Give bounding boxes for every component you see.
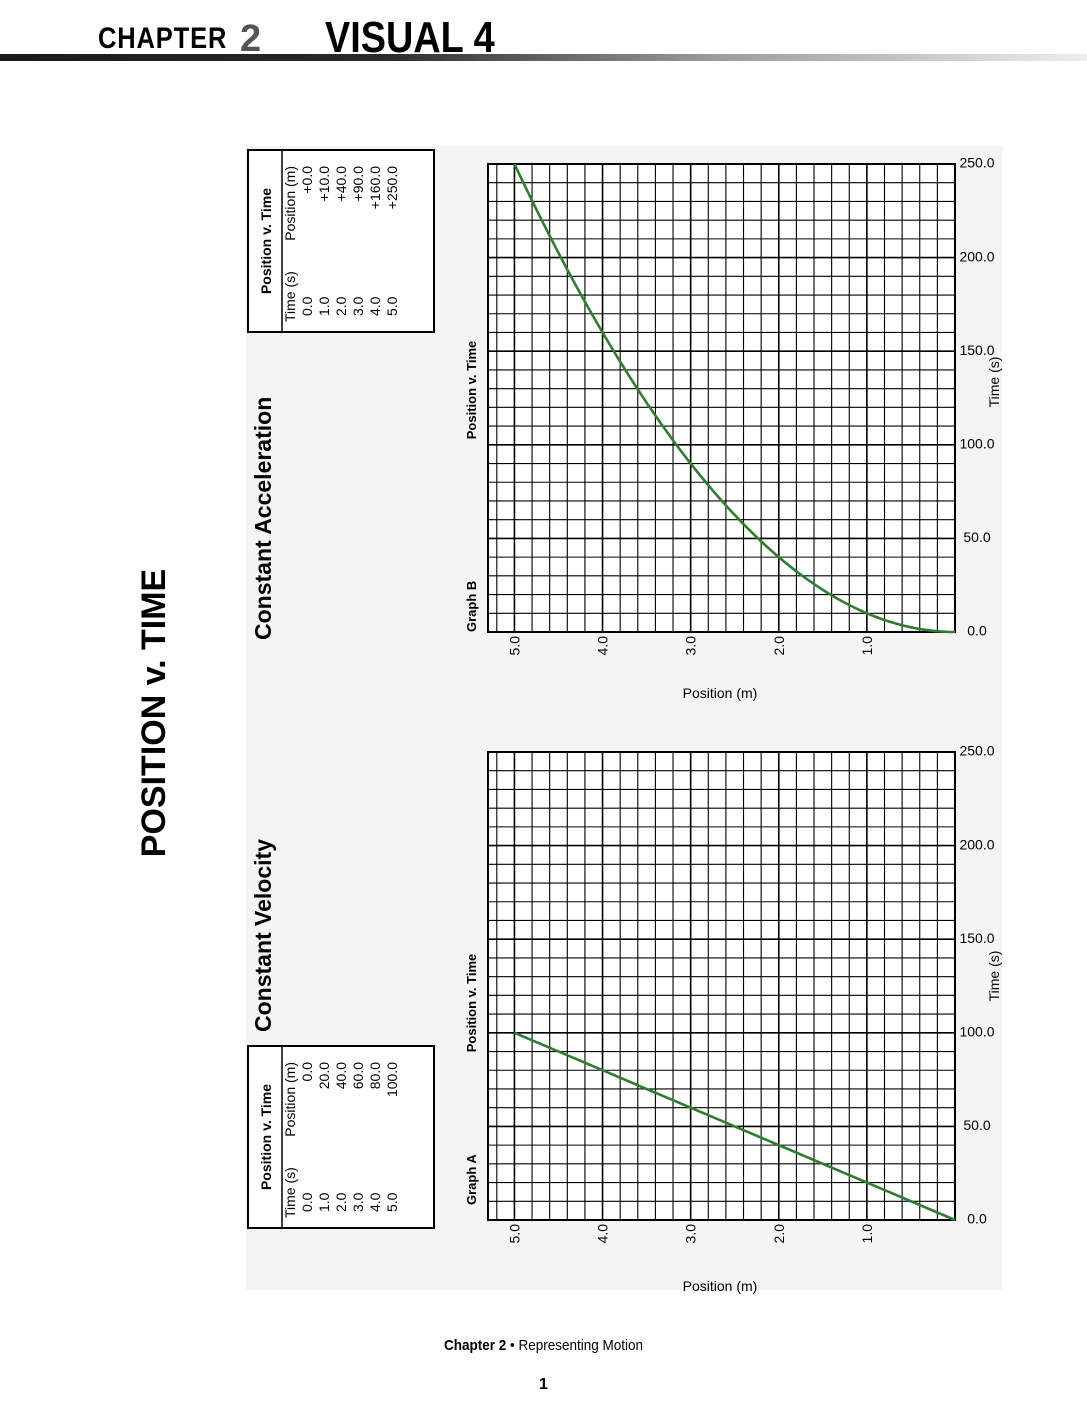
table-cell-position: 80.0: [367, 1062, 383, 1089]
x-axis-label-b: Time (s): [986, 357, 1002, 408]
table-cell-position: 0.0: [299, 1062, 315, 1082]
table-cell-time: 3.0: [350, 1192, 366, 1212]
plot-border: [487, 751, 956, 1221]
series-line: [513, 1031, 956, 1222]
y-tick-label: 250.0: [959, 155, 994, 171]
graph-title-a: Position v. Time: [464, 954, 479, 1052]
series-line: [513, 163, 956, 634]
page-title: POSITION v. TIME: [135, 569, 173, 857]
y-tick-label: 150.0: [959, 930, 994, 946]
x-tick-label: 2.0: [771, 636, 787, 656]
table-header-time: Time (s): [282, 271, 298, 322]
table-title: Position v. Time: [258, 1084, 274, 1190]
plot-area: [488, 164, 955, 632]
x-tick-label: 1.0: [859, 636, 875, 656]
table-cell-position: +40.0: [333, 166, 349, 202]
header-rule: [0, 54, 1087, 61]
table-cell-time: 4.0: [367, 1192, 383, 1212]
section-title-a: Constant Velocity: [250, 839, 276, 1032]
table-cell-time: 5.0: [384, 1192, 400, 1212]
x-tick-label: 3.0: [683, 1224, 699, 1244]
x-tick-label: 4.0: [595, 1224, 611, 1244]
x-axis-label-a: Time (s): [986, 951, 1002, 1002]
y-tick-label: 50.0: [963, 1117, 990, 1133]
table-cell-position: +250.0: [384, 166, 400, 209]
header-visual-title: VISUAL 4: [325, 13, 495, 62]
y-tick-label: 100.0: [959, 436, 994, 452]
plot-b: 0.0 50.0 100.0 150.0 200.0 250.0 1.0 2.0 3.0 4.0 5…: [487, 155, 995, 656]
header-chapter-word: CHAPTER: [98, 22, 228, 55]
table-cell-position: +90.0: [350, 166, 366, 202]
y-tick-label: 0.0: [967, 1211, 987, 1227]
table-cell-time: 2.0: [333, 1192, 349, 1212]
y-tick-label: 200.0: [959, 248, 994, 264]
x-tick-label: 1.0: [859, 1224, 875, 1244]
y-tick-label: 150.0: [959, 342, 994, 358]
page-number: 1: [539, 1376, 548, 1393]
figure-canvas: POSITION v. TIME Constant Velocity Const…: [135, 146, 1002, 1294]
footer-caption: Chapter 2 • Representing Motion: [54, 1337, 1032, 1354]
header-chapter-number: 2: [240, 18, 262, 60]
table-header-time: Time (s): [282, 1167, 298, 1218]
y-tick-label: 100.0: [959, 1024, 994, 1040]
data-table-a: Position v. Time Time (s)Position (m)0.0…: [247, 1045, 435, 1229]
table-cell-position: 60.0: [350, 1062, 366, 1089]
x-tick-label: 3.0: [683, 636, 699, 656]
graph-title-b: Position v. Time: [464, 341, 479, 439]
table-cell-time: 1.0: [316, 1192, 332, 1212]
section-title-b: Constant Acceleration: [250, 397, 276, 640]
table-cell-time: 3.0: [350, 296, 366, 316]
x-tick-label: 5.0: [506, 1224, 522, 1244]
table-cell-time: 2.0: [333, 296, 349, 316]
footer-topic: Representing Motion: [518, 1337, 644, 1354]
plot-a: 0.0 50.0 100.0 150.0 200.0 250.0 1.0 2.0 3.0 4.0 5…: [487, 743, 995, 1244]
y-tick-label: 250.0: [959, 743, 994, 759]
x-tick-label: 2.0: [771, 1224, 787, 1244]
table-cell-time: 0.0: [299, 296, 315, 316]
plot-border: [487, 163, 956, 633]
table-header-position: Position (m): [282, 166, 298, 241]
table-cell-time: 5.0: [384, 296, 400, 316]
table-cell-time: 4.0: [367, 296, 383, 316]
table-cell-position: +160.0: [367, 166, 383, 209]
table-cell-position: 40.0: [333, 1062, 349, 1089]
x-tick-label: 5.0: [506, 636, 522, 656]
plot-area: [488, 752, 955, 1220]
table-cell-position: +0.0: [299, 166, 315, 194]
y-tick-label: 50.0: [963, 529, 990, 545]
y-axis-label-a: Position (m): [683, 1278, 758, 1294]
footer-bullet: •: [509, 1337, 515, 1354]
x-tick-label: 4.0: [595, 636, 611, 656]
y-tick-label: 0.0: [967, 623, 987, 639]
footer-chapter: Chapter 2: [443, 1337, 507, 1354]
data-table-b: Position v. Time Time (s) Position (m) 0.0…: [247, 149, 435, 333]
graph-label-b: Graph B: [464, 581, 479, 632]
y-tick-label: 200.0: [959, 836, 994, 852]
graph-label-a: Graph A: [464, 1154, 479, 1205]
table-title: Position v. Time: [258, 188, 274, 294]
table-cell-position: 20.0: [316, 1062, 332, 1089]
table-cell-time: 0.0: [299, 1192, 315, 1212]
table-cell-position: 100.0: [384, 1062, 400, 1097]
table-header-position: Position (m): [282, 1062, 298, 1137]
table-cell-position: +10.0: [316, 166, 332, 202]
y-axis-label-b: Position (m): [683, 685, 758, 701]
table-cell-time: 1.0: [316, 296, 332, 316]
